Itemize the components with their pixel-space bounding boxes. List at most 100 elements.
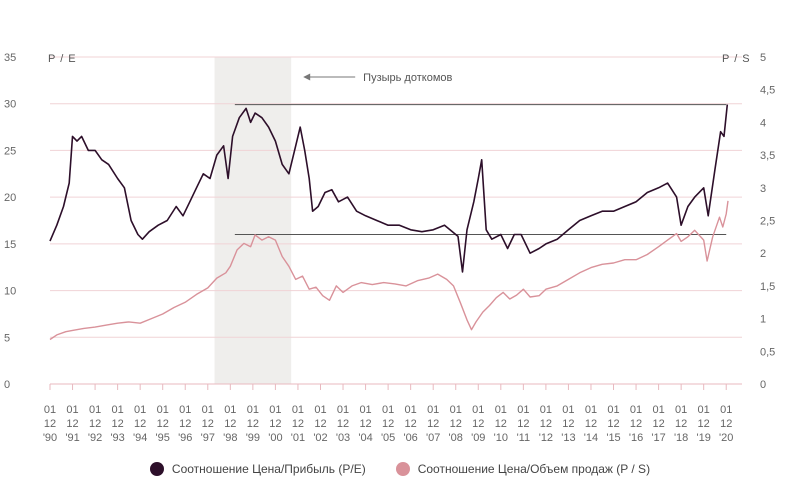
x-tick-label: 01 [698,404,710,416]
x-tick-label: '95 [156,432,170,444]
x-tick-label: '00 [268,432,282,444]
x-tick-label: '18 [674,432,688,444]
x-tick-label: '11 [517,432,531,444]
right-tick-label: 4,5 [760,85,775,97]
left-tick-label: 0 [4,379,10,391]
x-tick-label: '19 [697,432,711,444]
x-tick-label: '13 [561,432,575,444]
x-tick-label: 12 [495,418,507,430]
x-tick-label: 01 [224,404,236,416]
right-tick-label: 0 [760,379,766,391]
x-tick-label: '10 [494,432,508,444]
x-tick-label: 01 [44,404,56,416]
x-tick-label: 01 [314,404,326,416]
x-tick-label: '14 [584,432,598,444]
x-tick-label: '09 [471,432,485,444]
left-tick-label: 35 [4,52,16,64]
right-tick-label: 1,5 [760,281,775,293]
x-tick-label: '92 [88,432,102,444]
x-tick-label: 12 [472,418,484,430]
x-tick-label: '07 [426,432,440,444]
x-tick-label: 12 [292,418,304,430]
series-lines [49,104,729,341]
x-tick-label: '99 [246,432,260,444]
x-tick-label: 12 [382,418,394,430]
x-tick-label: 01 [675,404,687,416]
dotcom-annotation: Пузырь доткомов [303,72,453,84]
x-tick-label: '97 [201,432,215,444]
x-tick-label: '08 [449,432,463,444]
x-tick-label: 12 [89,418,101,430]
x-tick-label: 12 [720,418,732,430]
series-line-ps [49,200,729,341]
right-tick-label: 4 [760,117,766,129]
x-tick-label: 12 [359,418,371,430]
right-axis-title: P / S [722,53,751,65]
series-line-pe [49,104,729,273]
left-tick-label: 20 [4,192,16,204]
x-tick-label: 12 [675,418,687,430]
reference-lines [234,104,727,236]
x-tick-label: 12 [517,418,529,430]
left-tick-label: 5 [4,332,10,344]
x-tick-label: 12 [585,418,597,430]
x-tick-label: 12 [337,418,349,430]
right-axis-ticks: 0 0,5 1 1,5 2 2,5 3 3,5 4 4,5 5 [760,52,775,391]
x-tick-label: 01 [585,404,597,416]
left-tick-label: 10 [4,286,16,298]
right-tick-label: 2 [760,248,766,260]
x-tick-label: '94 [133,432,147,444]
x-tick-label: 12 [540,418,552,430]
x-tick-label: 12 [450,418,462,430]
x-tick-label: 12 [630,418,642,430]
left-tick-label: 15 [4,239,16,251]
x-tick-label: '91 [65,432,79,444]
x-tick-label: '96 [178,432,192,444]
x-tick-label: '05 [381,432,395,444]
x-tick-label: 01 [292,404,304,416]
x-tick-label: '06 [403,432,417,444]
x-tick-label: '01 [291,432,305,444]
x-tick-label: 01 [247,404,259,416]
x-tick-label: 12 [224,418,236,430]
legend-dot-pe [149,462,164,476]
x-tick-label: '12 [539,432,553,444]
x-tick-label: 12 [157,418,169,430]
x-tick-label: 01 [111,404,123,416]
x-tick-label: '98 [223,432,237,444]
x-tick-label: 01 [450,404,462,416]
x-tick-label: 12 [314,418,326,430]
x-tick-label: 01 [495,404,507,416]
x-tick-label: 01 [427,404,439,416]
x-tick-label: 12 [652,418,664,430]
x-tick-label: 12 [134,418,146,430]
x-tick-label: 12 [427,418,439,430]
right-tick-label: 0,5 [760,346,775,358]
x-tick-label: 01 [382,404,394,416]
x-tick-label: 12 [111,418,123,430]
x-tick-label: 01 [517,404,529,416]
x-tick-label: '20 [719,432,733,444]
x-tick-label: '93 [110,432,124,444]
x-tick-label: 01 [562,404,574,416]
x-tick-label: 01 [720,404,732,416]
legend-dot-ps [395,462,410,476]
grid-lines [50,56,742,385]
x-axis: 01 12 '90 01 12 '91 01 12 '92 01 12 '93 01 12 '94 01 12 '… [43,384,733,444]
left-tick-label: 25 [4,145,16,157]
right-tick-label: 2,5 [760,216,775,228]
x-tick-label: 01 [179,404,191,416]
x-tick-label: '17 [651,432,665,444]
x-tick-label: 01 [89,404,101,416]
x-tick-label: '16 [629,432,643,444]
left-axis-title: P / E [48,53,77,65]
right-tick-label: 3 [760,183,766,195]
x-tick-label: 12 [405,418,417,430]
x-tick-label: 01 [66,404,78,416]
x-tick-label: 01 [202,404,214,416]
x-tick-label: 12 [44,418,56,430]
x-tick-label: '15 [606,432,620,444]
x-tick-label: 01 [134,404,146,416]
x-tick-label: 12 [66,418,78,430]
